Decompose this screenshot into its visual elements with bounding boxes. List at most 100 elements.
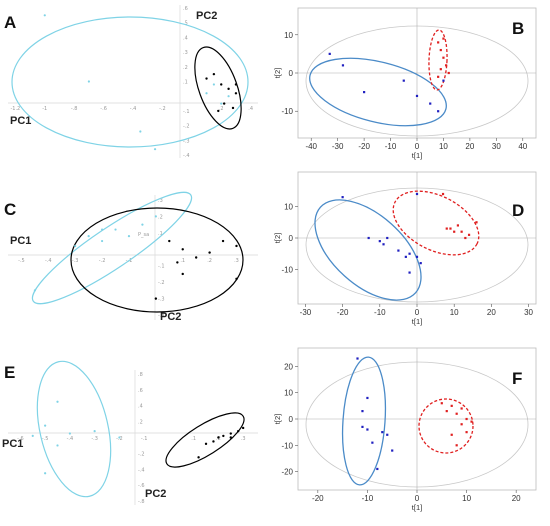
data-point [439, 68, 442, 71]
panel-label: D [512, 201, 524, 220]
data-point [475, 221, 478, 224]
group-ellipse-1 [314, 199, 422, 301]
x-tick-label: -20 [358, 142, 370, 151]
pc2-axis-label: PC2 [160, 311, 181, 323]
y-tick-label: -10 [281, 441, 293, 450]
data-point [386, 236, 389, 240]
group-ellipse-2 [392, 190, 480, 256]
y-axis-label: t[2] [273, 414, 282, 424]
data-point [168, 239, 171, 243]
data-point [31, 434, 34, 438]
y-tick-label: -.1 [183, 109, 190, 115]
data-point [397, 249, 400, 252]
data-point [234, 83, 238, 86]
confidence-ellipse-2 [194, 46, 242, 130]
y-tick-label: 10 [284, 389, 293, 398]
x-tick-label: -.4 [130, 106, 137, 112]
y-tick-label: -10 [281, 265, 293, 274]
data-point [456, 224, 460, 227]
x-tick-label: .2 [207, 258, 212, 264]
x-tick-label: -10 [385, 142, 397, 151]
data-point [408, 252, 411, 255]
data-point [100, 239, 104, 243]
data-point [460, 230, 463, 233]
data-point [464, 236, 467, 240]
x-tick-label: .3 [234, 258, 239, 264]
y-tick-label: 20 [284, 362, 293, 371]
data-point [229, 432, 232, 435]
x-tick-label: .2 [216, 436, 221, 442]
y-tick-label: .1 [183, 80, 188, 86]
data-point [440, 402, 443, 405]
data-point [381, 431, 384, 434]
x-tick-label: -1.2 [10, 106, 20, 112]
panel-d-score-plot: -30 -20 -10 0 10 20 30 10 0 -10 t[1] t[2] D [273, 171, 537, 326]
panel-label: A [4, 13, 16, 32]
data-point [465, 417, 468, 421]
group-ellipse-1 [309, 57, 447, 127]
data-point [361, 410, 364, 413]
x-tick-label: -.6 [17, 436, 24, 442]
y-tick-label: 10 [284, 203, 293, 212]
pc1-axis-label: PC1 [10, 235, 31, 247]
group-ellipse-2 [418, 398, 474, 454]
data-point [450, 433, 453, 436]
x-tick-label: -.1 [141, 436, 148, 442]
data-point [212, 72, 216, 76]
data-point [235, 244, 238, 248]
data-point [56, 400, 59, 403]
data-point [415, 192, 419, 196]
data-point [367, 236, 370, 240]
group-ellipse-2 [428, 29, 448, 91]
data-point [229, 436, 232, 439]
data-point [56, 444, 59, 447]
y-tick-label: -.2 [138, 451, 145, 457]
x-tick-label: 20 [465, 142, 474, 151]
x-tick-label: -20 [312, 494, 324, 503]
y-tick-label: -.1 [158, 264, 165, 270]
x-tick-label: -30 [300, 308, 312, 317]
y-tick-label: -20 [281, 468, 293, 477]
data-point [447, 71, 450, 75]
data-point [33, 289, 36, 292]
panel-f-score-plot: -20 -10 0 10 20 20 10 0 -10 -20 t[1] t[2] F [273, 347, 537, 512]
data-point [465, 431, 468, 434]
x-axis-label: t[1] [412, 317, 422, 326]
x-tick-label: -.2 [116, 436, 123, 442]
data-point [391, 449, 394, 452]
y-tick-label: .2 [183, 65, 188, 71]
y-tick-label: .2 [158, 214, 163, 220]
data-point [460, 407, 463, 410]
data-point [217, 109, 220, 113]
data-point [197, 456, 200, 459]
x-tick-label: -.2 [159, 106, 166, 112]
confidence-ellipse-1 [11, 16, 249, 148]
data-point [415, 255, 419, 258]
data-point [154, 297, 158, 300]
y-tick-label: .5 [183, 21, 188, 27]
data-point [415, 94, 419, 98]
data-point [87, 235, 90, 238]
data-point [437, 110, 440, 113]
data-point [227, 95, 230, 98]
data-point [356, 357, 359, 360]
x-tick-label: 0 [415, 494, 420, 503]
x-tick-label: 30 [524, 308, 533, 317]
data-point [222, 102, 226, 105]
panel-label: B [512, 19, 524, 38]
data-point [445, 227, 448, 230]
x-tick-label: 20 [512, 494, 521, 503]
x-tick-label: 20 [487, 308, 496, 317]
y-tick-label: -.2 [158, 280, 165, 286]
data-point [366, 428, 369, 431]
data-point [118, 436, 121, 439]
data-point [87, 80, 90, 83]
data-point [93, 430, 96, 433]
y-tick-label: -.4 [138, 467, 145, 473]
x-tick-label: .2 [219, 106, 224, 112]
data-point [460, 423, 463, 426]
x-tick-label: -.6 [100, 106, 107, 112]
pc2-axis-label: PC2 [196, 10, 217, 22]
data-point [361, 425, 364, 428]
